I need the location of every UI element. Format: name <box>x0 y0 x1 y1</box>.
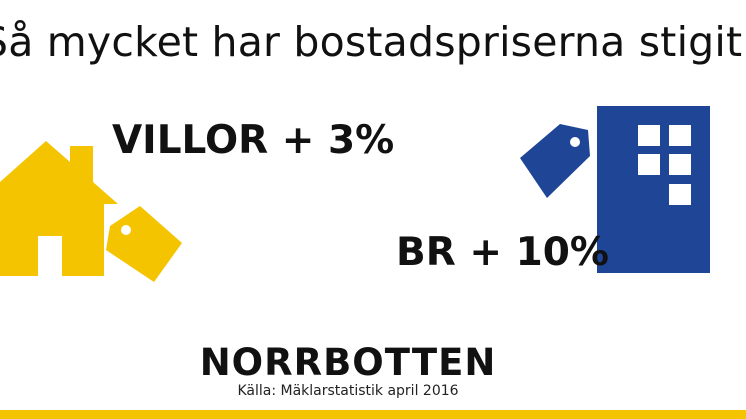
building-window <box>669 154 691 175</box>
br-stat: BR + 10% <box>396 230 609 275</box>
villor-stat: VILLOR + 3% <box>112 118 395 163</box>
price-tag-icon <box>520 124 590 198</box>
building-window <box>669 184 691 205</box>
source-label: Källa: Mäklarstatistik april 2016 <box>237 383 459 399</box>
bottom-bar <box>0 410 746 419</box>
tag-hole <box>121 225 131 235</box>
headline: Så mycket har bostadspriserna stigit på … <box>0 18 746 66</box>
house-icon <box>0 141 118 276</box>
tag-shape <box>106 206 182 282</box>
apartment-building-icon <box>597 106 710 273</box>
tag-shape <box>520 124 590 198</box>
building-window <box>638 154 660 175</box>
region-label: NORRBOTTEN <box>199 341 497 384</box>
tag-hole <box>570 137 580 147</box>
building-window <box>638 125 660 146</box>
building-window <box>669 125 691 146</box>
house-shape <box>0 141 118 276</box>
price-tag-icon <box>106 206 182 282</box>
